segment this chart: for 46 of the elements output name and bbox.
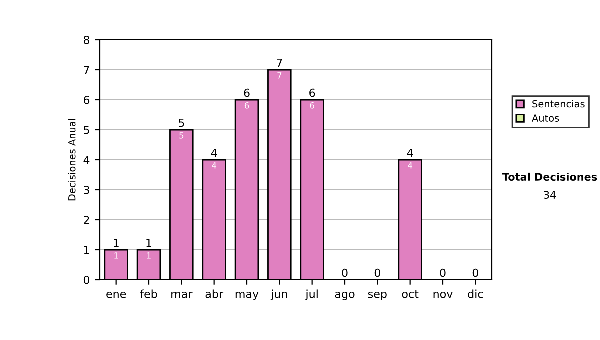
y-tick-label: 2 bbox=[84, 216, 90, 224]
text: Total Decisiones bbox=[502, 172, 598, 182]
total-label: 0 bbox=[374, 268, 380, 278]
x-tick-label: mar bbox=[172, 292, 193, 298]
legend-label: Sentencias bbox=[532, 100, 585, 108]
y-tick-label: 1 bbox=[84, 246, 90, 254]
x-tick-label: jul bbox=[306, 290, 318, 300]
data-label: 5 bbox=[180, 132, 184, 139]
data-label: 6 bbox=[244, 102, 250, 109]
x-tick-label: sep bbox=[368, 292, 387, 300]
y-tick-label: 7 bbox=[84, 66, 90, 74]
total-label: 7 bbox=[277, 58, 282, 68]
total-label: 0 bbox=[342, 268, 348, 278]
x-tick-label: ene bbox=[106, 292, 126, 298]
data-label: 6 bbox=[310, 102, 314, 109]
total-label: 0 bbox=[472, 268, 478, 278]
y-tick-label: 6 bbox=[84, 96, 90, 104]
x-tick-label: may bbox=[236, 292, 259, 300]
data-label: 4 bbox=[212, 162, 217, 169]
y-axis-title: Decisiones Anual bbox=[68, 119, 76, 201]
data-label: 1 bbox=[114, 252, 118, 259]
x-tick-label: abr bbox=[206, 290, 224, 298]
data-label: 4 bbox=[408, 162, 413, 169]
x-tick-label: feb bbox=[140, 290, 158, 298]
x-tick-label: oct bbox=[402, 290, 419, 298]
legend-label: Autos bbox=[532, 114, 560, 122]
x-tick-label: dic bbox=[468, 290, 484, 298]
data-label: 1 bbox=[147, 252, 151, 259]
y-tick-label: 0 bbox=[84, 276, 90, 284]
data-label: 7 bbox=[278, 72, 282, 79]
text: 34 bbox=[544, 191, 556, 200]
total-label: 4 bbox=[211, 148, 218, 158]
x-tick-label: jun bbox=[270, 290, 288, 300]
y-tick-label: 3 bbox=[84, 186, 90, 194]
total-label: 4 bbox=[407, 148, 414, 158]
x-tick-label: ago bbox=[335, 292, 355, 300]
total-label: 1 bbox=[114, 238, 119, 248]
y-tick-label: 4 bbox=[84, 156, 90, 164]
total-label: 0 bbox=[440, 268, 446, 278]
y-tick-label: 8 bbox=[84, 36, 90, 44]
y-tick-label: 5 bbox=[84, 126, 90, 134]
total-label: 5 bbox=[178, 118, 184, 128]
total-label: 6 bbox=[310, 88, 316, 98]
x-tick-label: nov bbox=[434, 292, 453, 298]
total-label: 1 bbox=[146, 238, 152, 248]
total-label: 6 bbox=[244, 88, 250, 98]
